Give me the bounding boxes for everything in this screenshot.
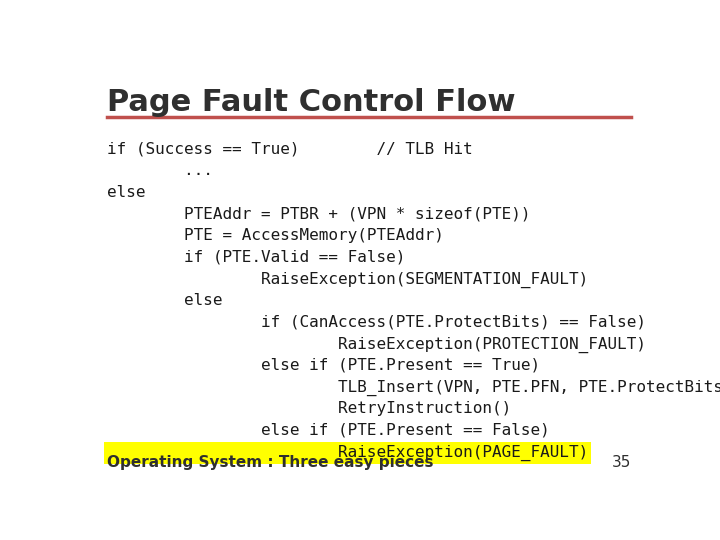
Text: RaiseException(PAGE_FAULT): RaiseException(PAGE_FAULT): [107, 444, 588, 461]
Text: if (PTE.Valid == False): if (PTE.Valid == False): [107, 250, 405, 265]
Text: PTE = AccessMemory(PTEAddr): PTE = AccessMemory(PTEAddr): [107, 228, 444, 243]
Text: Operating System : Three easy pieces: Operating System : Three easy pieces: [107, 455, 433, 470]
Text: RaiseException(PROTECTION_FAULT): RaiseException(PROTECTION_FAULT): [107, 336, 646, 353]
Text: else if (PTE.Present == False): else if (PTE.Present == False): [107, 423, 549, 438]
Text: if (CanAccess(PTE.ProtectBits) == False): if (CanAccess(PTE.ProtectBits) == False): [107, 315, 646, 330]
Text: else if (PTE.Present == True): else if (PTE.Present == True): [107, 358, 540, 373]
Text: else: else: [107, 185, 145, 200]
Text: ...: ...: [107, 163, 212, 178]
Text: TLB_Insert(VPN, PTE.PFN, PTE.ProtectBits): TLB_Insert(VPN, PTE.PFN, PTE.ProtectBits…: [107, 380, 720, 396]
Text: Page Fault Control Flow: Page Fault Control Flow: [107, 87, 516, 117]
Text: RaiseException(SEGMENTATION_FAULT): RaiseException(SEGMENTATION_FAULT): [107, 272, 588, 288]
Text: RetryInstruction(): RetryInstruction(): [107, 401, 511, 416]
Text: else: else: [107, 293, 222, 308]
Text: 35: 35: [612, 455, 631, 470]
Text: PTEAddr = PTBR + (VPN * sizeof(PTE)): PTEAddr = PTBR + (VPN * sizeof(PTE)): [107, 207, 530, 221]
Text: if (Success == True)        // TLB Hit: if (Success == True) // TLB Hit: [107, 141, 472, 157]
